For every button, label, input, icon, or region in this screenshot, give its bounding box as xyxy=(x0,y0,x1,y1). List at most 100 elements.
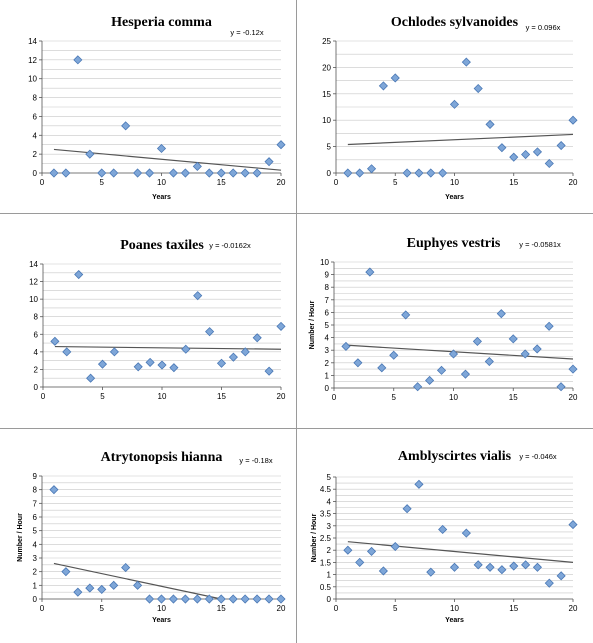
data-point xyxy=(366,546,377,556)
x-tick-label: 10 xyxy=(450,604,459,613)
y-tick-label: 3 xyxy=(327,522,332,531)
data-point xyxy=(473,560,483,570)
y-tick-label: 5 xyxy=(325,321,330,330)
x-tick-label: 15 xyxy=(509,604,518,613)
data-point xyxy=(414,168,424,178)
data-point xyxy=(228,594,238,604)
trend-equation: y = -0.0162x xyxy=(209,241,251,250)
y-tick-label: 6 xyxy=(33,112,38,121)
y-tick-label: 5 xyxy=(327,143,332,152)
y-tick-label: 4 xyxy=(325,334,330,343)
data-point xyxy=(366,164,377,174)
x-tick-label: 20 xyxy=(277,604,286,613)
data-point xyxy=(401,310,411,320)
data-point xyxy=(521,149,531,160)
data-point xyxy=(509,561,519,571)
data-point xyxy=(461,528,471,538)
data-point xyxy=(355,557,365,567)
x-tick-label: 10 xyxy=(158,392,167,401)
data-point xyxy=(49,485,59,495)
data-point xyxy=(168,594,179,604)
x-tick-label: 15 xyxy=(217,604,226,613)
data-point xyxy=(145,357,155,367)
y-tick-label: 14 xyxy=(28,37,37,46)
data-point xyxy=(62,347,72,357)
y-tick-label: 0 xyxy=(33,595,38,604)
y-tick-label: 0 xyxy=(325,384,330,393)
data-point xyxy=(133,168,143,178)
data-point xyxy=(568,115,578,125)
chart-title: Poanes taxiles xyxy=(120,238,204,253)
data-point xyxy=(473,83,483,94)
chart-amblyscirtes-vialis: Amblyscirtes vialis y = -0.046x 0 0.5 1 1.5 2 2… xyxy=(311,449,578,624)
data-point xyxy=(276,321,286,331)
data-point xyxy=(252,594,262,604)
data-point xyxy=(168,168,179,178)
chart-euphyes-vestris: Euphyes vestris y = -0.0581x 0 1 2 3 4 5 6 7 8 9 10 0… xyxy=(309,236,578,402)
x-axis-label: Years xyxy=(445,617,464,624)
x-tick-label: 5 xyxy=(393,604,398,613)
x-tick-label: 20 xyxy=(569,393,578,402)
data-point xyxy=(228,168,238,178)
x-axis-label: Years xyxy=(445,194,464,201)
y-tick-label: 3 xyxy=(325,346,330,355)
x-tick-label: 10 xyxy=(450,178,459,187)
horizontal-divider-top xyxy=(0,213,593,214)
vertical-divider xyxy=(296,0,297,643)
data-point xyxy=(216,594,226,604)
trend-line xyxy=(54,345,282,350)
y-tick-label: 3.5 xyxy=(320,510,332,519)
data-point xyxy=(521,560,531,570)
y-tick-label: 2 xyxy=(34,365,39,374)
data-point xyxy=(121,121,131,131)
data-point xyxy=(156,143,167,154)
data-point xyxy=(192,594,202,604)
data-point xyxy=(193,291,203,301)
data-point xyxy=(97,168,107,178)
y-tick-label: 15 xyxy=(322,90,331,99)
data-point xyxy=(449,99,460,109)
data-point xyxy=(169,363,179,373)
x-tick-label: 0 xyxy=(40,604,45,613)
data-point xyxy=(390,541,400,552)
data-point xyxy=(228,352,238,362)
chart-panel-euphyes-vestris: Euphyes vestris y = -0.0581x 0 1 2 3 4 5 6 7 8 9 10 0… xyxy=(297,214,593,428)
data-point xyxy=(61,168,71,178)
y-axis-label: Number / Hour xyxy=(309,300,316,349)
data-point xyxy=(97,359,108,369)
y-tick-label: 2 xyxy=(33,150,38,159)
data-point xyxy=(216,168,226,178)
data-point xyxy=(97,584,107,594)
y-tick-label: 2.5 xyxy=(320,534,332,543)
x-tick-label: 15 xyxy=(217,392,226,401)
y-tick-label: 4 xyxy=(33,540,38,549)
chart-poanes-taxiles: Poanes taxiles y = -0.0162x 0 2 4 6 8 10 12 14 0 5 1… xyxy=(29,238,286,401)
x-tick-label: 10 xyxy=(449,393,458,402)
data-point xyxy=(508,334,518,344)
y-tick-label: 9 xyxy=(325,271,330,280)
data-point xyxy=(343,545,353,555)
data-point xyxy=(121,563,131,573)
data-point xyxy=(485,119,495,129)
data-point xyxy=(205,327,215,337)
y-tick-label: 12 xyxy=(29,278,38,287)
y-tick-label: 5 xyxy=(33,527,38,536)
data-point xyxy=(426,567,436,577)
data-point xyxy=(133,580,143,590)
y-tick-label: 4 xyxy=(327,497,332,506)
x-tick-label: 5 xyxy=(393,178,398,187)
chart-panel-poanes-taxiles: Poanes taxiles y = -0.0162x 0 2 4 6 8 10 12 14 0 5 1… xyxy=(0,214,296,428)
data-point xyxy=(49,168,59,178)
trend-equation: y = -0.12x xyxy=(230,28,263,37)
y-tick-label: 1.5 xyxy=(320,558,332,567)
x-tick-label: 5 xyxy=(100,178,105,187)
chart-title: Ochlodes sylvanoides xyxy=(391,15,519,30)
x-tick-label: 10 xyxy=(157,178,166,187)
data-point xyxy=(402,504,412,514)
trend-equation: y = -0.18x xyxy=(239,456,272,465)
chart-panel-hesperia-comma: Hesperia comma y = -0.12x 0 2 4 6 8 10 12 14 0 5 10 1… xyxy=(0,0,296,213)
data-point xyxy=(568,364,578,374)
x-tick-label: 15 xyxy=(509,393,518,402)
data-point xyxy=(556,140,566,151)
x-tick-label: 20 xyxy=(277,178,286,187)
